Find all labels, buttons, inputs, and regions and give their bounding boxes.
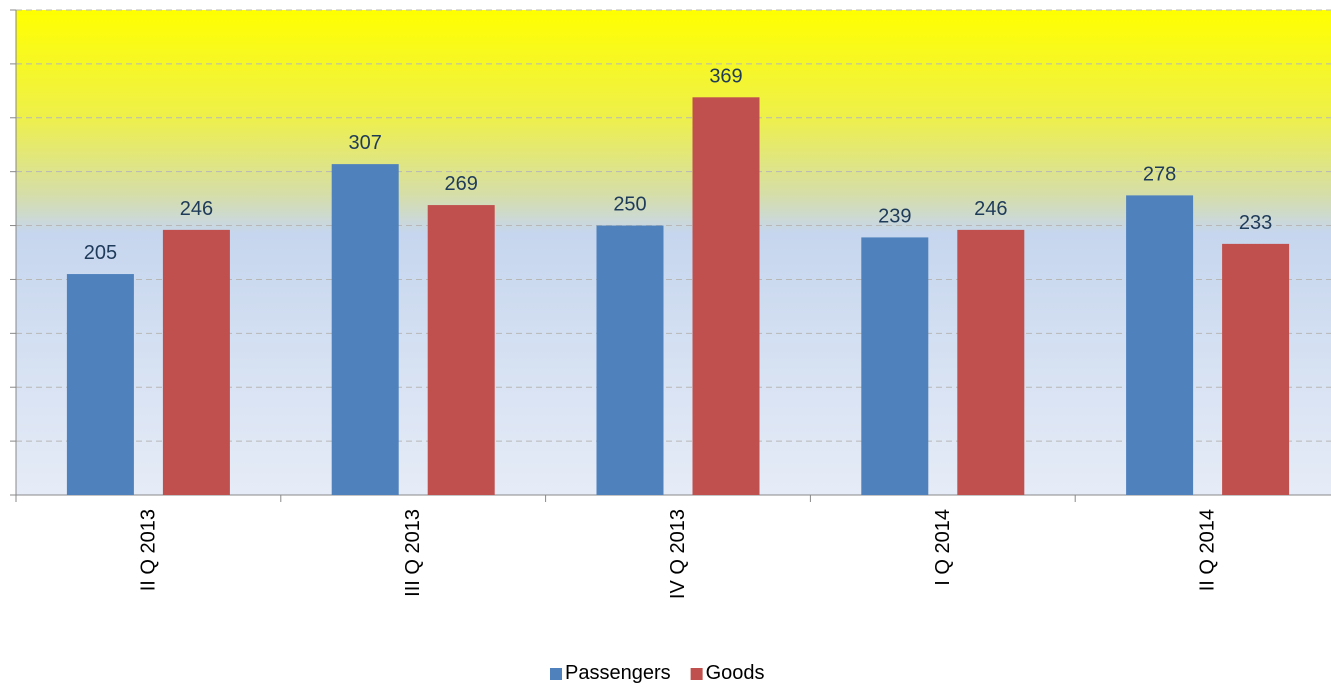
data-label: 246 [974, 198, 1007, 220]
legend-swatch-goods [690, 668, 703, 680]
data-label: 205 [84, 242, 117, 264]
data-label: 278 [1143, 163, 1176, 185]
data-labels: 205 246 307 269 250 369 239 246 278 233 [84, 65, 1273, 264]
bar-goods [692, 97, 760, 496]
category-label: I Q 2014 [932, 509, 954, 586]
data-label: 239 [878, 205, 911, 227]
bar-passengers [331, 164, 399, 495]
legend-swatch-passengers [550, 668, 562, 680]
bar-goods [162, 229, 230, 495]
category-labels: II Q 2013 III Q 2013 IV Q 2013 I Q 2014 II Q… [137, 509, 1218, 599]
bar-passengers [596, 225, 664, 496]
data-label: 233 [1239, 212, 1272, 234]
category-label: III Q 2013 [402, 509, 424, 597]
bar-goods [1222, 243, 1290, 495]
data-label: 250 [613, 194, 646, 216]
category-label: IV Q 2013 [667, 509, 689, 599]
bar-goods [957, 229, 1025, 495]
category-label: II Q 2013 [137, 509, 159, 591]
data-label: 307 [349, 132, 382, 154]
bar-passengers [1126, 195, 1194, 495]
legend: Passengers Goods [550, 662, 765, 684]
axes [10, 9, 1331, 502]
legend-label-passengers: Passengers [565, 662, 671, 684]
category-label: II Q 2014 [1197, 509, 1219, 591]
bar-passengers [66, 274, 134, 495]
data-label: 246 [180, 198, 213, 220]
data-label: 269 [445, 173, 478, 195]
legend-label-goods: Goods [706, 662, 765, 684]
bar-passengers [861, 237, 929, 495]
bars [66, 97, 1290, 496]
plot-area-background [16, 10, 1331, 495]
data-label: 369 [709, 65, 742, 87]
gridlines [16, 9, 1331, 442]
bar-goods [427, 205, 495, 496]
